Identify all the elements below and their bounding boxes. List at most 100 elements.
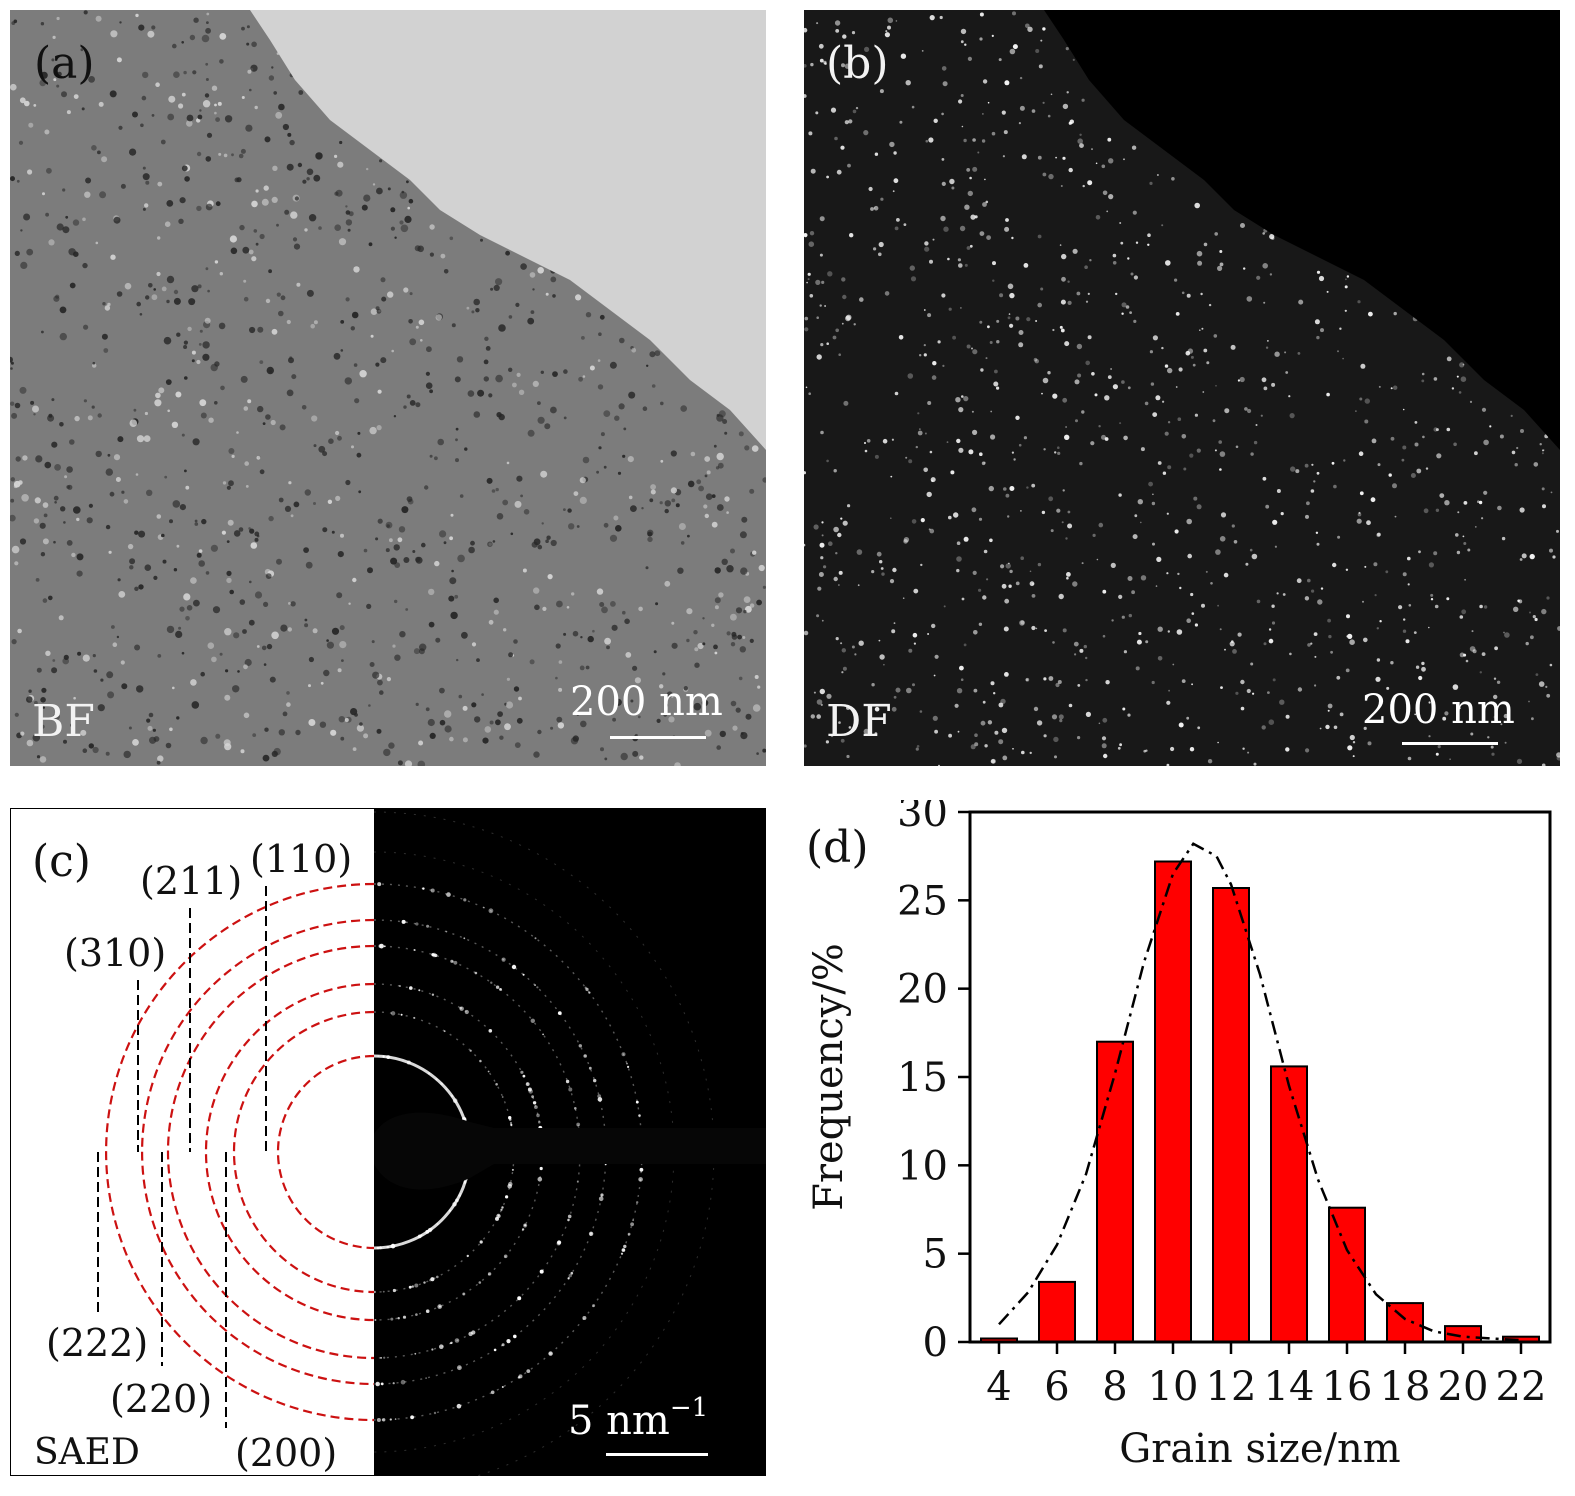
df-bright-grain — [1469, 400, 1473, 403]
df-bright-grain — [942, 81, 948, 87]
bf-grain-speck — [671, 642, 678, 649]
df-bright-grain — [1144, 401, 1149, 406]
bf-grain-speck — [244, 461, 249, 466]
bf-grain-speck — [399, 220, 404, 225]
df-bright-grain — [1296, 578, 1302, 584]
bf-grain-speck — [46, 167, 52, 174]
df-bright-grain — [1456, 550, 1461, 555]
df-bright-grain — [1023, 263, 1029, 268]
df-bright-grain — [883, 663, 885, 666]
bf-grain-speck — [32, 733, 41, 742]
df-bright-grain — [1189, 747, 1195, 752]
df-bright-grain — [1168, 689, 1170, 692]
df-bright-grain — [1155, 585, 1158, 587]
df-bright-grain — [1042, 377, 1049, 384]
df-bright-grain — [1037, 155, 1042, 160]
bf-grain-speck — [596, 470, 599, 474]
bf-grain-speck — [107, 453, 111, 457]
bf-grain-speck — [82, 748, 88, 753]
bf-grain-speck — [239, 224, 245, 231]
df-bright-grain — [1314, 319, 1320, 325]
bf-grain-speck — [10, 361, 14, 365]
df-bright-grain — [1029, 751, 1032, 755]
df-bright-grain — [1405, 639, 1410, 644]
df-bright-grain — [821, 534, 824, 537]
bf-grain-speck — [30, 400, 35, 405]
bf-grain-speck — [668, 716, 675, 723]
bf-grain-speck — [109, 90, 117, 98]
bf-grain-speck — [210, 544, 218, 552]
bf-grain-speck — [495, 487, 499, 492]
bf-grain-speck — [296, 282, 301, 287]
df-bright-grain — [941, 66, 947, 71]
df-bright-grain — [1075, 419, 1078, 423]
df-bright-grain — [1414, 421, 1418, 424]
bf-grain-speck — [155, 392, 161, 399]
bf-grain-speck — [484, 336, 489, 341]
bf-grain-speck — [13, 19, 18, 24]
df-bright-grain — [1240, 706, 1245, 711]
bf-grain-speck — [10, 401, 15, 406]
df-bright-grain — [1112, 384, 1118, 390]
df-bright-grain — [1428, 626, 1430, 629]
df-bright-grain — [1242, 747, 1245, 750]
df-bright-grain — [838, 584, 840, 586]
bf-grain-speck — [71, 552, 76, 558]
df-bright-grain — [1101, 164, 1106, 169]
bf-grain-speck — [215, 733, 221, 739]
df-bright-grain — [1190, 355, 1194, 359]
bf-grain-speck — [181, 41, 184, 44]
bf-grain-speck — [45, 212, 49, 217]
bf-grain-speck — [655, 602, 659, 606]
bf-grain-speck — [35, 578, 40, 582]
bf-grain-speck — [294, 196, 299, 201]
df-bright-grain — [1156, 174, 1159, 176]
df-bright-grain — [1444, 500, 1450, 506]
bf-grain-speck — [10, 83, 17, 91]
df-bright-grain — [1446, 597, 1450, 601]
bf-grain-speck — [197, 284, 202, 289]
bf-grain-speck — [166, 625, 175, 634]
bf-grain-speck — [10, 367, 13, 370]
df-bright-grain — [826, 693, 832, 699]
bf-grain-speck — [240, 148, 246, 154]
bf-grain-speck — [623, 427, 627, 431]
bf-grain-speck — [116, 57, 122, 63]
bf-grain-speck — [288, 481, 292, 485]
bf-grain-speck — [190, 679, 197, 686]
df-bright-grain — [1178, 722, 1184, 728]
plane-label-200: (200) — [235, 1431, 337, 1475]
df-bright-grain — [864, 442, 866, 444]
panel-a-scale-bar — [610, 736, 706, 739]
df-bright-grain — [1077, 373, 1082, 378]
df-bright-grain — [835, 711, 837, 713]
bf-grain-speck — [333, 352, 341, 360]
diffraction-spot — [376, 1246, 380, 1250]
df-bright-grain — [979, 452, 983, 457]
df-bright-grain — [1003, 130, 1008, 135]
df-bright-grain — [805, 386, 808, 389]
bf-grain-speck — [570, 737, 579, 745]
bf-grain-speck — [587, 635, 594, 643]
df-bright-grain — [1423, 508, 1429, 514]
diffraction-spot — [463, 898, 467, 902]
df-bright-grain — [1245, 562, 1249, 566]
diffraction-spot — [429, 1227, 433, 1232]
df-bright-grain — [1529, 553, 1535, 560]
diffraction-spot — [568, 1087, 573, 1092]
df-bright-grain — [1181, 679, 1186, 683]
bf-grain-speck — [718, 592, 724, 598]
df-bright-grain — [1402, 408, 1405, 411]
df-bright-grain — [838, 570, 843, 575]
df-bright-grain — [1062, 489, 1065, 492]
diffraction-spot — [521, 1228, 525, 1231]
bf-grain-speck — [356, 452, 362, 458]
bf-grain-speck — [451, 569, 454, 573]
df-bright-grain — [1224, 648, 1226, 651]
bf-grain-speck — [363, 194, 371, 202]
bf-grain-speck — [618, 403, 625, 410]
df-bright-grain — [1379, 620, 1382, 623]
bf-grain-speck — [286, 163, 294, 171]
df-bright-grain — [927, 313, 932, 318]
